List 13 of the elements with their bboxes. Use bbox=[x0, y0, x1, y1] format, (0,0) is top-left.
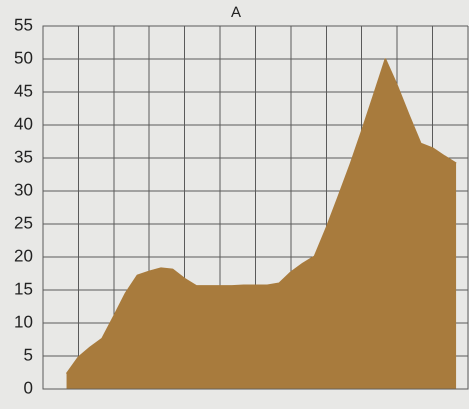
y-tick-label: 20 bbox=[14, 246, 33, 266]
y-tick-label: 15 bbox=[14, 280, 33, 299]
y-tick-label: 10 bbox=[14, 312, 33, 332]
chart-title: A bbox=[230, 4, 242, 22]
y-tick-label: 45 bbox=[14, 82, 33, 101]
y-tick-label: 55 bbox=[14, 16, 33, 35]
y-tick-label: 35 bbox=[14, 148, 33, 167]
y-tick-label: 40 bbox=[14, 114, 33, 134]
y-tick-label: 0 bbox=[23, 378, 33, 398]
y-tick-label: 30 bbox=[14, 180, 33, 200]
y-tick-label: 5 bbox=[23, 346, 33, 365]
y-tick-label: 25 bbox=[14, 214, 33, 233]
y-tick-label: 50 bbox=[14, 48, 33, 68]
